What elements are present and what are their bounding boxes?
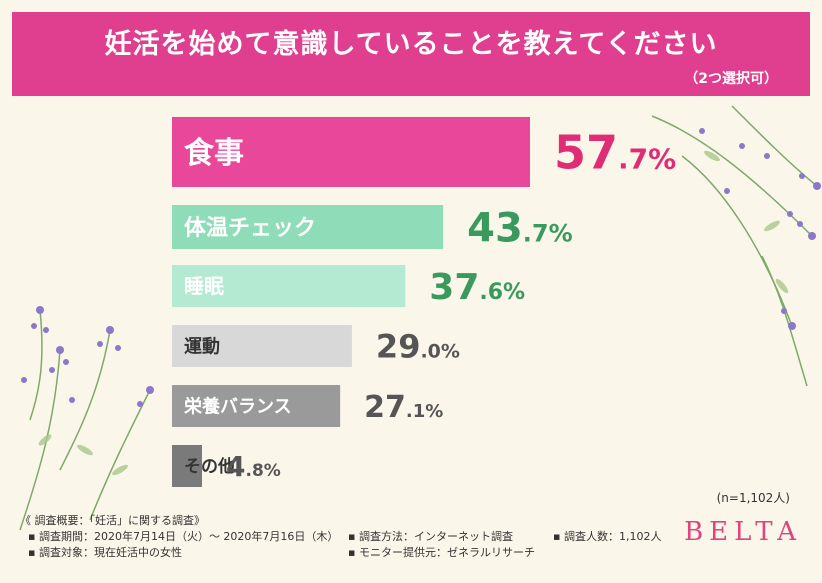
bar-label-0: 食事 (184, 136, 244, 171)
bar-3 (172, 325, 352, 367)
survey-method: ▪ 調査方法：インターネット調査 (348, 530, 513, 543)
survey-provider: ▪ モニター提供元：ゼネラルリサーチ (348, 546, 535, 559)
bar-2 (172, 265, 406, 307)
value-label-1: 43.7% (467, 205, 573, 251)
value-label-0: 57.7% (554, 126, 676, 180)
bar-label-5: その他 (184, 456, 235, 477)
survey-period: ▪ 調査期間：2020年7月14日（火）～ 2020年7月16日（木） (28, 530, 339, 543)
value-label-2: 37.6% (429, 267, 525, 308)
bar-0 (172, 117, 530, 187)
bar-5 (172, 445, 202, 487)
bar-label-2: 睡眠 (184, 274, 224, 298)
bar-label-1: 体温チェック (184, 216, 316, 241)
survey-heading: 《 調査概要：「妊活」に関する調査》 (20, 514, 205, 527)
value-label-4: 27.1% (364, 390, 443, 425)
chart-subtitle: （2つ選択可） (684, 71, 778, 87)
sample-size-note: (n=1,102人) (716, 491, 790, 505)
bar-label-3: 運動 (184, 335, 220, 357)
bar-label-4: 栄養バランス (183, 395, 292, 417)
value-label-5: 4.8% (226, 450, 281, 483)
bar-1 (172, 205, 444, 249)
bar-4 (172, 385, 341, 427)
survey-target: ▪ 調査対象：現在妊活中の女性 (28, 546, 182, 559)
flower-decoration-right (651, 105, 821, 387)
brand-logo: BELTA (684, 517, 802, 547)
value-label-3: 29.0% (376, 328, 460, 366)
title-banner: 妊活を始めて意識していることを教えてください （2つ選択可） (12, 12, 810, 96)
survey-count: ▪ 調査人数：1,102人 (553, 530, 662, 543)
chart-title: 妊活を始めて意識していることを教えてください (104, 29, 718, 60)
flower-decoration-left (19, 306, 154, 531)
